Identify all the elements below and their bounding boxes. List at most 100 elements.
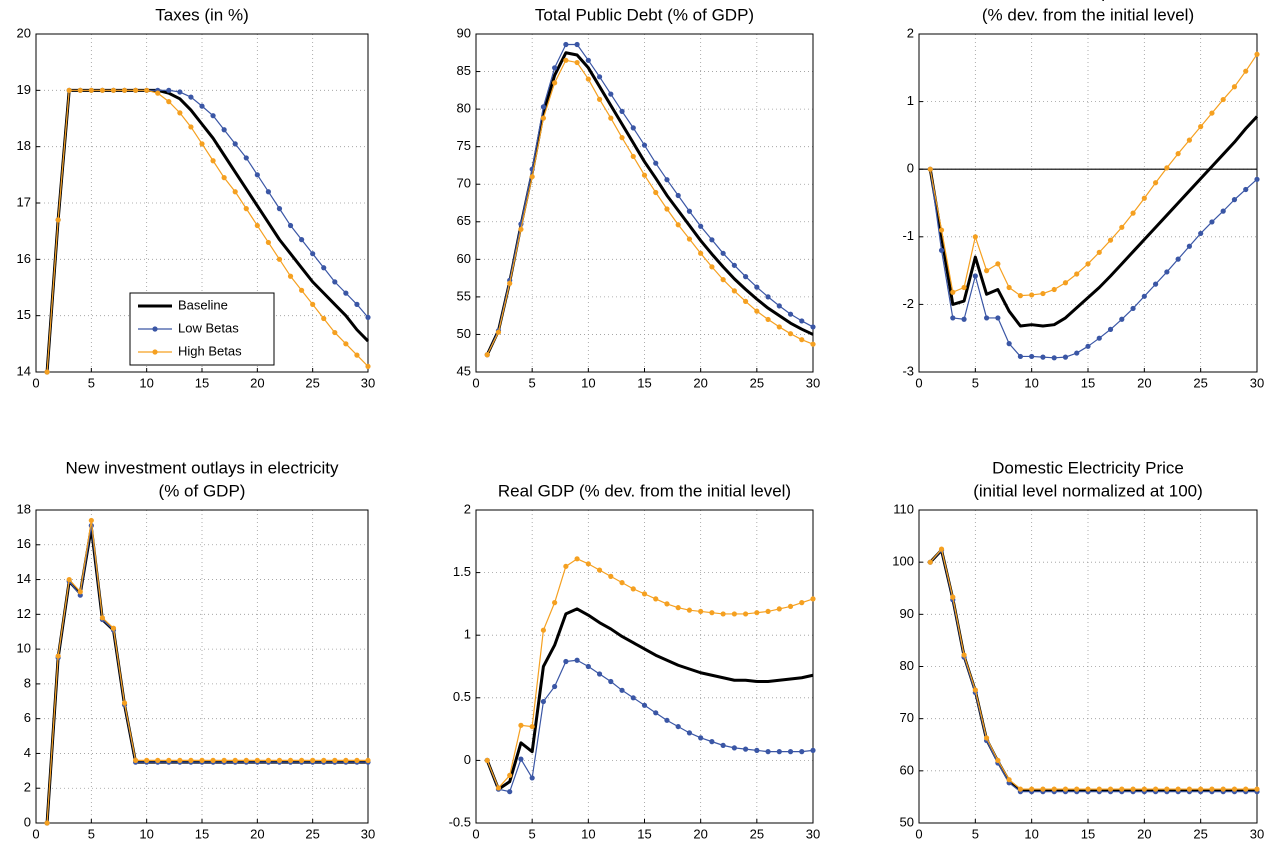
data-point [630, 695, 636, 701]
data-point [664, 206, 670, 212]
data-point [1186, 137, 1192, 143]
y-tick-label: 0 [907, 161, 914, 176]
data-point [540, 627, 547, 633]
data-point [787, 749, 794, 755]
data-point [1153, 786, 1159, 792]
data-point [133, 87, 139, 93]
data-point [110, 87, 117, 93]
data-point [810, 324, 816, 330]
data-point [221, 127, 227, 133]
subplot: 0 5 10 15 20 25 30 -3 -2 -1 0 1 2 Consumption (% dev. … [902, 0, 1264, 390]
x-tick-label: 25 [305, 375, 319, 390]
data-point [1107, 786, 1114, 792]
y-tick-label: 6 [24, 710, 31, 725]
data-point [720, 250, 726, 256]
data-point [144, 757, 150, 764]
data-point [1141, 195, 1147, 201]
data-point [799, 337, 805, 343]
data-point [199, 103, 205, 109]
x-tick-label: 30 [806, 826, 820, 841]
data-point [188, 757, 194, 764]
data-point [552, 80, 558, 86]
data-point [44, 820, 50, 826]
data-point [608, 115, 614, 121]
y-tick-label: -1 [902, 228, 914, 243]
data-point [961, 316, 967, 322]
data-point [133, 757, 139, 764]
data-point [698, 735, 704, 741]
data-point [332, 329, 338, 336]
x-tick-label: 15 [195, 375, 209, 390]
data-point [287, 757, 294, 764]
series-line [485, 607, 814, 791]
y-tick-label: 16 [17, 251, 31, 266]
x-tick-label: 20 [250, 826, 264, 841]
data-point [365, 757, 371, 764]
data-point [365, 363, 371, 369]
subplot: 0 5 10 15 20 25 30 0 2 4 6 8 10 12 14 16 18 New investmen… [17, 458, 376, 841]
y-tick-label: 45 [457, 363, 471, 378]
data-point [299, 287, 305, 293]
data-point [1153, 180, 1159, 186]
data-point [731, 745, 737, 751]
data-point [310, 251, 316, 257]
chart-title: Total Public Debt (% of GDP) [535, 5, 754, 24]
x-tick-label: 0 [472, 826, 479, 841]
data-point [495, 329, 502, 335]
data-point [332, 757, 338, 764]
chart-title: Real GDP (% dev. from the initial level) [498, 481, 791, 500]
data-point [1085, 261, 1091, 267]
x-tick-label: 30 [806, 375, 820, 390]
data-point [619, 135, 625, 141]
y-tick-label: 18 [17, 138, 31, 153]
y-tick-label: 50 [900, 814, 914, 829]
data-point [799, 749, 805, 755]
data-point [810, 341, 816, 347]
y-tick-label: 80 [900, 658, 914, 673]
data-point [1074, 350, 1080, 356]
x-tick-label: 5 [88, 375, 95, 390]
data-point [1107, 237, 1114, 243]
data-point [653, 596, 659, 602]
data-point [1198, 786, 1204, 792]
axes-frame [918, 509, 1258, 824]
data-point [1107, 326, 1114, 333]
data-point [574, 657, 580, 663]
chart-title: Consumption [1038, 0, 1138, 1]
data-point [232, 189, 238, 195]
data-point [1040, 354, 1046, 360]
x-tick-label: 25 [750, 375, 764, 390]
data-point [199, 757, 205, 764]
legend-label: Low Betas [178, 320, 239, 335]
data-point [1186, 786, 1192, 792]
x-tick-label: 0 [32, 826, 39, 841]
data-point [765, 316, 771, 323]
data-point [776, 303, 782, 309]
y-tick-label: -2 [902, 296, 914, 311]
data-point [641, 142, 648, 148]
legend-label: Baseline [178, 297, 228, 312]
data-point [1062, 786, 1069, 792]
y-tick-label: 2 [24, 780, 31, 795]
data-point [641, 591, 648, 597]
data-point [1029, 353, 1035, 360]
data-point [552, 65, 558, 71]
data-point [927, 166, 933, 172]
data-point [166, 757, 172, 764]
data-point [1198, 124, 1204, 130]
data-point [232, 757, 238, 764]
data-point [765, 608, 771, 615]
data-point [354, 757, 360, 764]
data-point [332, 279, 338, 285]
data-point [254, 172, 260, 178]
data-point [1051, 286, 1057, 293]
data-point [563, 658, 569, 665]
data-point [972, 273, 978, 279]
data-point [1017, 293, 1024, 299]
y-tick-label: 14 [17, 363, 31, 378]
data-point [731, 288, 737, 294]
data-point [938, 546, 945, 552]
data-point [984, 735, 990, 741]
series-line [928, 115, 1259, 328]
data-point [972, 234, 978, 240]
